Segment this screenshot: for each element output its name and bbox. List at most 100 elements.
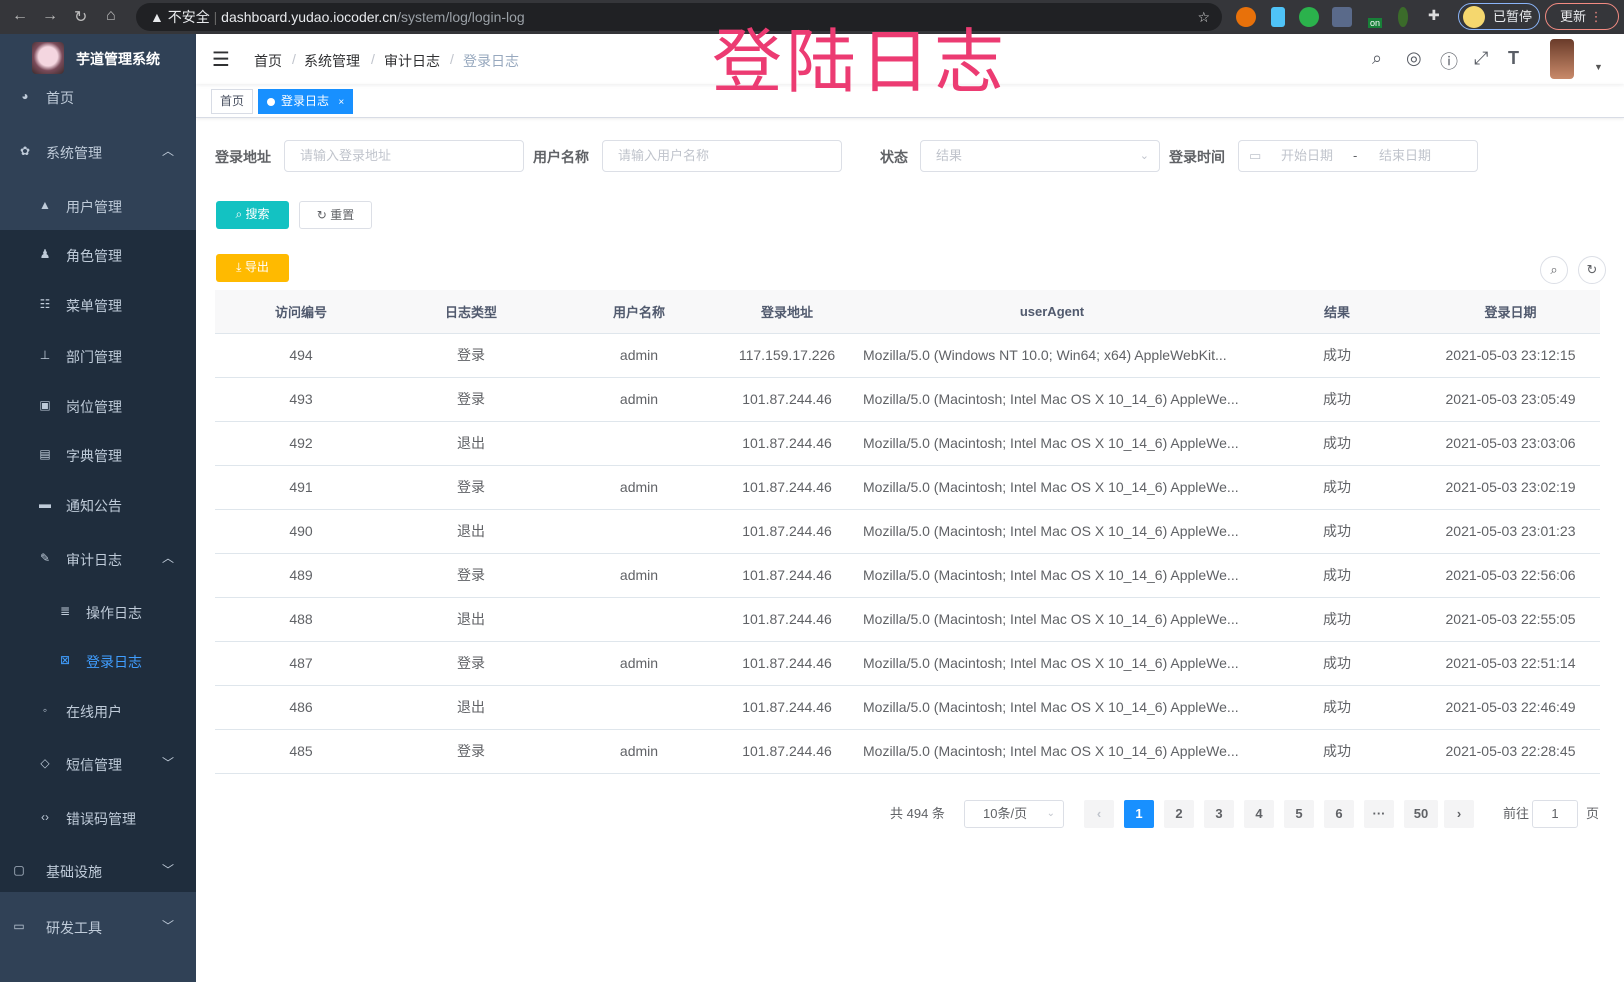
sidebar-item[interactable]: ▤ 字典管理 bbox=[0, 430, 196, 480]
extension-icon[interactable] bbox=[1271, 7, 1285, 27]
sidebar-item[interactable]: ▣ 岗位管理 bbox=[0, 381, 196, 431]
table-cell: 101.87.244.46 bbox=[723, 553, 851, 598]
address-bar[interactable]: ▲ 不安全 | dashboard.yudao.iocoder.cn/syste… bbox=[136, 3, 1222, 31]
column-header: 访问编号 bbox=[215, 290, 387, 334]
tag-home[interactable]: 首页 bbox=[211, 89, 254, 114]
breadcrumb-home[interactable]: 首页 bbox=[254, 53, 282, 69]
table-cell: 成功 bbox=[1253, 729, 1421, 774]
menu-icon: ☷ bbox=[39, 297, 51, 311]
table-cell: Mozilla/5.0 (Macintosh; Intel Mac OS X 1… bbox=[851, 729, 1253, 774]
table-cell: Mozilla/5.0 (Macintosh; Intel Mac OS X 1… bbox=[851, 421, 1253, 466]
user-avatar[interactable] bbox=[1550, 39, 1574, 79]
sidebar-item[interactable]: ☷ 菜单管理 bbox=[0, 280, 196, 330]
column-header: userAgent bbox=[851, 290, 1253, 334]
reload-icon[interactable]: ↻ bbox=[74, 9, 88, 26]
breadcrumb-system[interactable]: 系统管理 bbox=[304, 53, 360, 69]
close-icon[interactable]: × bbox=[338, 97, 345, 108]
sidebar-item[interactable]: ≣ 操作日志 bbox=[0, 587, 196, 637]
overlay-title: 登陆日志 bbox=[712, 21, 1008, 103]
reset-button[interactable]: ↻ 重置 bbox=[299, 201, 372, 229]
page-button[interactable]: 1 bbox=[1124, 800, 1154, 828]
search-icon[interactable]: ⌕ bbox=[1372, 48, 1383, 68]
page-button[interactable]: 6 bbox=[1324, 800, 1354, 828]
table-row: 486 退出 101.87.244.46 Mozilla/5.0 (Macintosh… bbox=[215, 685, 1600, 730]
message-icon: ▬ bbox=[39, 497, 51, 511]
username-input[interactable]: 请输入用户名称 bbox=[602, 140, 842, 172]
sidebar-item[interactable]: ⊠ 登录日志 bbox=[0, 636, 196, 686]
table-cell: admin bbox=[555, 465, 723, 510]
home-icon[interactable]: ⌂ bbox=[106, 7, 116, 24]
sidebar-item[interactable]: ⊥ 部门管理 bbox=[0, 331, 196, 381]
puzzle-icon[interactable]: ✚ bbox=[1428, 7, 1440, 23]
table-cell bbox=[555, 685, 723, 730]
login-time-label: 登录时间 bbox=[1169, 149, 1225, 165]
table-cell: 2021-05-03 22:56:06 bbox=[1421, 553, 1600, 598]
sidebar-item[interactable]: ▢ 基础设施 ﹀ bbox=[0, 846, 196, 896]
font-size-icon[interactable]: T bbox=[1508, 48, 1519, 68]
caret-down-icon[interactable]: ▼ bbox=[1594, 62, 1603, 72]
sidebar-item[interactable]: ▲ 用户管理 bbox=[0, 181, 196, 231]
sidebar-item[interactable]: ▬ 通知公告 bbox=[0, 480, 196, 530]
next-page-button[interactable]: › bbox=[1444, 800, 1474, 828]
toggle-search-button[interactable]: ⌕ bbox=[1540, 256, 1568, 284]
page-button[interactable]: 2 bbox=[1164, 800, 1194, 828]
status-select[interactable]: 结果 ⌄ bbox=[920, 140, 1160, 172]
refresh-button[interactable]: ↻ bbox=[1578, 256, 1606, 284]
page-size-select[interactable]: 10条/页 ⌄ bbox=[964, 800, 1064, 828]
sidebar-logo[interactable]: 芋道管理系统 bbox=[0, 34, 196, 84]
sidebar-item[interactable]: ▭ 研发工具 ﹀ bbox=[0, 902, 196, 952]
page-button[interactable]: 3 bbox=[1204, 800, 1234, 828]
extension-icon[interactable] bbox=[1398, 7, 1408, 27]
date-range-picker[interactable]: ▭ 开始日期 - 结束日期 bbox=[1238, 140, 1478, 172]
sidebar-item-label: 岗位管理 bbox=[66, 399, 122, 415]
dashboard-icon: ◕ bbox=[21, 89, 29, 103]
sidebar-item-label: 菜单管理 bbox=[66, 298, 122, 314]
sidebar-item[interactable]: ‹› 错误码管理 bbox=[0, 793, 196, 843]
sidebar-item[interactable]: ◕ 首页 bbox=[0, 72, 196, 122]
github-icon[interactable]: ◎ bbox=[1406, 48, 1422, 68]
search-button[interactable]: ⌕ 搜索 bbox=[216, 201, 289, 229]
page-button[interactable]: 5 bbox=[1284, 800, 1314, 828]
url-host: dashboard.yudao.iocoder.cn bbox=[221, 9, 398, 25]
extension-icon[interactable] bbox=[1236, 7, 1256, 27]
more-pages-button[interactable]: ··· bbox=[1364, 800, 1394, 828]
tag-login-log[interactable]: 登录日志 × bbox=[258, 89, 354, 114]
table-cell: 成功 bbox=[1253, 465, 1421, 510]
submenu-background bbox=[0, 230, 196, 892]
forward-icon[interactable]: → bbox=[42, 7, 58, 24]
goto-page-input[interactable]: 1 bbox=[1532, 800, 1578, 828]
page-button[interactable]: 4 bbox=[1244, 800, 1274, 828]
extension-icon[interactable] bbox=[1332, 7, 1352, 27]
fullscreen-icon[interactable]: ⤢ bbox=[1474, 48, 1489, 68]
table-cell bbox=[555, 509, 723, 554]
extension-icon[interactable] bbox=[1299, 7, 1319, 27]
sidebar-item[interactable]: ◦ 在线用户 bbox=[0, 686, 196, 736]
sidebar-item[interactable]: ✎ 审计日志 ︿ bbox=[0, 534, 196, 584]
breadcrumb-audit[interactable]: 审计日志 bbox=[384, 53, 440, 69]
table-row: 489 登录 admin 101.87.244.46 Mozilla/5.0 (Maci… bbox=[215, 553, 1600, 598]
sidebar-item[interactable]: ◇ 短信管理 ﹀ bbox=[0, 739, 196, 789]
ip-input[interactable]: 请输入登录地址 bbox=[284, 140, 524, 172]
table-cell: 成功 bbox=[1253, 333, 1421, 378]
prev-page-button[interactable]: ‹ bbox=[1084, 800, 1114, 828]
sidebar-item-label: 系统管理 bbox=[46, 145, 102, 161]
profile-avatar bbox=[1463, 6, 1485, 28]
page-button[interactable]: 50 bbox=[1404, 800, 1438, 828]
sidebar-item[interactable]: ♟ 角色管理 bbox=[0, 230, 196, 280]
update-button[interactable]: 更新 ⋮ bbox=[1545, 3, 1619, 30]
export-button[interactable]: ⤓ 导出 bbox=[216, 254, 289, 282]
goto-label: 前往 bbox=[1503, 806, 1530, 821]
profile-button[interactable]: 已暂停 bbox=[1458, 3, 1540, 30]
navbar: ☰ 首页 / 系统管理 / 审计日志 / 登录日志 ⌕ ◎ ⓘ ⤢ T ▼ bbox=[196, 34, 1624, 84]
table-cell: 2021-05-03 23:03:06 bbox=[1421, 421, 1600, 466]
hamburger-icon[interactable]: ☰ bbox=[212, 49, 230, 71]
help-icon[interactable]: ⓘ bbox=[1440, 52, 1458, 72]
sidebar-item-label: 登录日志 bbox=[86, 654, 142, 670]
chevron-down-icon: ﹀ bbox=[161, 756, 174, 770]
table-cell: 486 bbox=[215, 685, 387, 730]
form-icon: ≣ bbox=[59, 604, 71, 618]
star-icon[interactable]: ☆ bbox=[1197, 9, 1210, 25]
back-icon[interactable]: ← bbox=[12, 7, 28, 24]
sidebar-item[interactable]: ✿ 系统管理 ︿ bbox=[0, 127, 196, 177]
sidebar-item-label: 首页 bbox=[46, 90, 74, 106]
